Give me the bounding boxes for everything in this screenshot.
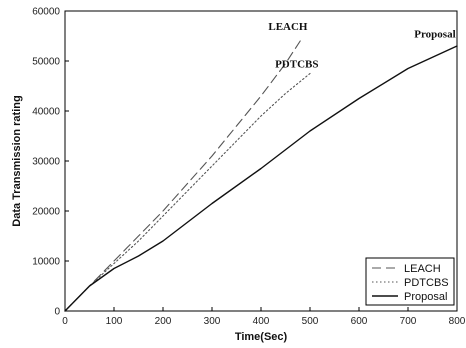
x-tick-label: 200 <box>155 316 172 327</box>
x-tick-label: 500 <box>302 316 319 327</box>
annotation-layer: LEACH PDTCBS Proposal <box>268 21 455 71</box>
x-tick-label: 800 <box>449 316 466 327</box>
y-tick-label: 40000 <box>32 107 60 118</box>
x-tick-label: 700 <box>400 316 417 327</box>
y-tick-label: 50000 <box>32 57 60 68</box>
x-tick-label: 400 <box>253 316 270 327</box>
y-tick-label: 10000 <box>32 257 60 268</box>
series-layer <box>64 40 458 312</box>
legend: LEACH PDTCBS Proposal <box>365 257 455 306</box>
x-tick-label: 300 <box>204 316 221 327</box>
y-tick-label: 60000 <box>32 7 60 18</box>
legend-label-leach: LEACH <box>404 263 441 275</box>
legend-label-pdtcbs: PDTCBS <box>404 277 449 289</box>
legend-box <box>365 257 455 306</box>
annotation-proposal: Proposal <box>414 29 455 41</box>
annotation-pdtcbs: PDTCBS <box>275 59 318 71</box>
x-axis-label: Time(Sec) <box>235 331 288 343</box>
x-tick-label: 100 <box>106 316 123 327</box>
series-line-pdtcbs <box>64 72 311 312</box>
y-tick-label: 20000 <box>32 207 60 218</box>
annotation-leach: LEACH <box>268 21 308 33</box>
legend-label-proposal: Proposal <box>404 291 447 303</box>
y-tick-label: 0 <box>54 307 60 318</box>
axes-layer: 0 100 200 300 400 500 600 700 800 0 10000 20000 3000… <box>11 7 466 344</box>
series-line-leach <box>64 40 301 312</box>
series-line-proposal <box>64 45 458 312</box>
y-tick-label: 30000 <box>32 157 60 168</box>
x-tick-label: 600 <box>351 316 368 327</box>
y-axis-label: Data Transmission rating <box>11 95 23 226</box>
x-tick-label: 0 <box>62 316 68 327</box>
